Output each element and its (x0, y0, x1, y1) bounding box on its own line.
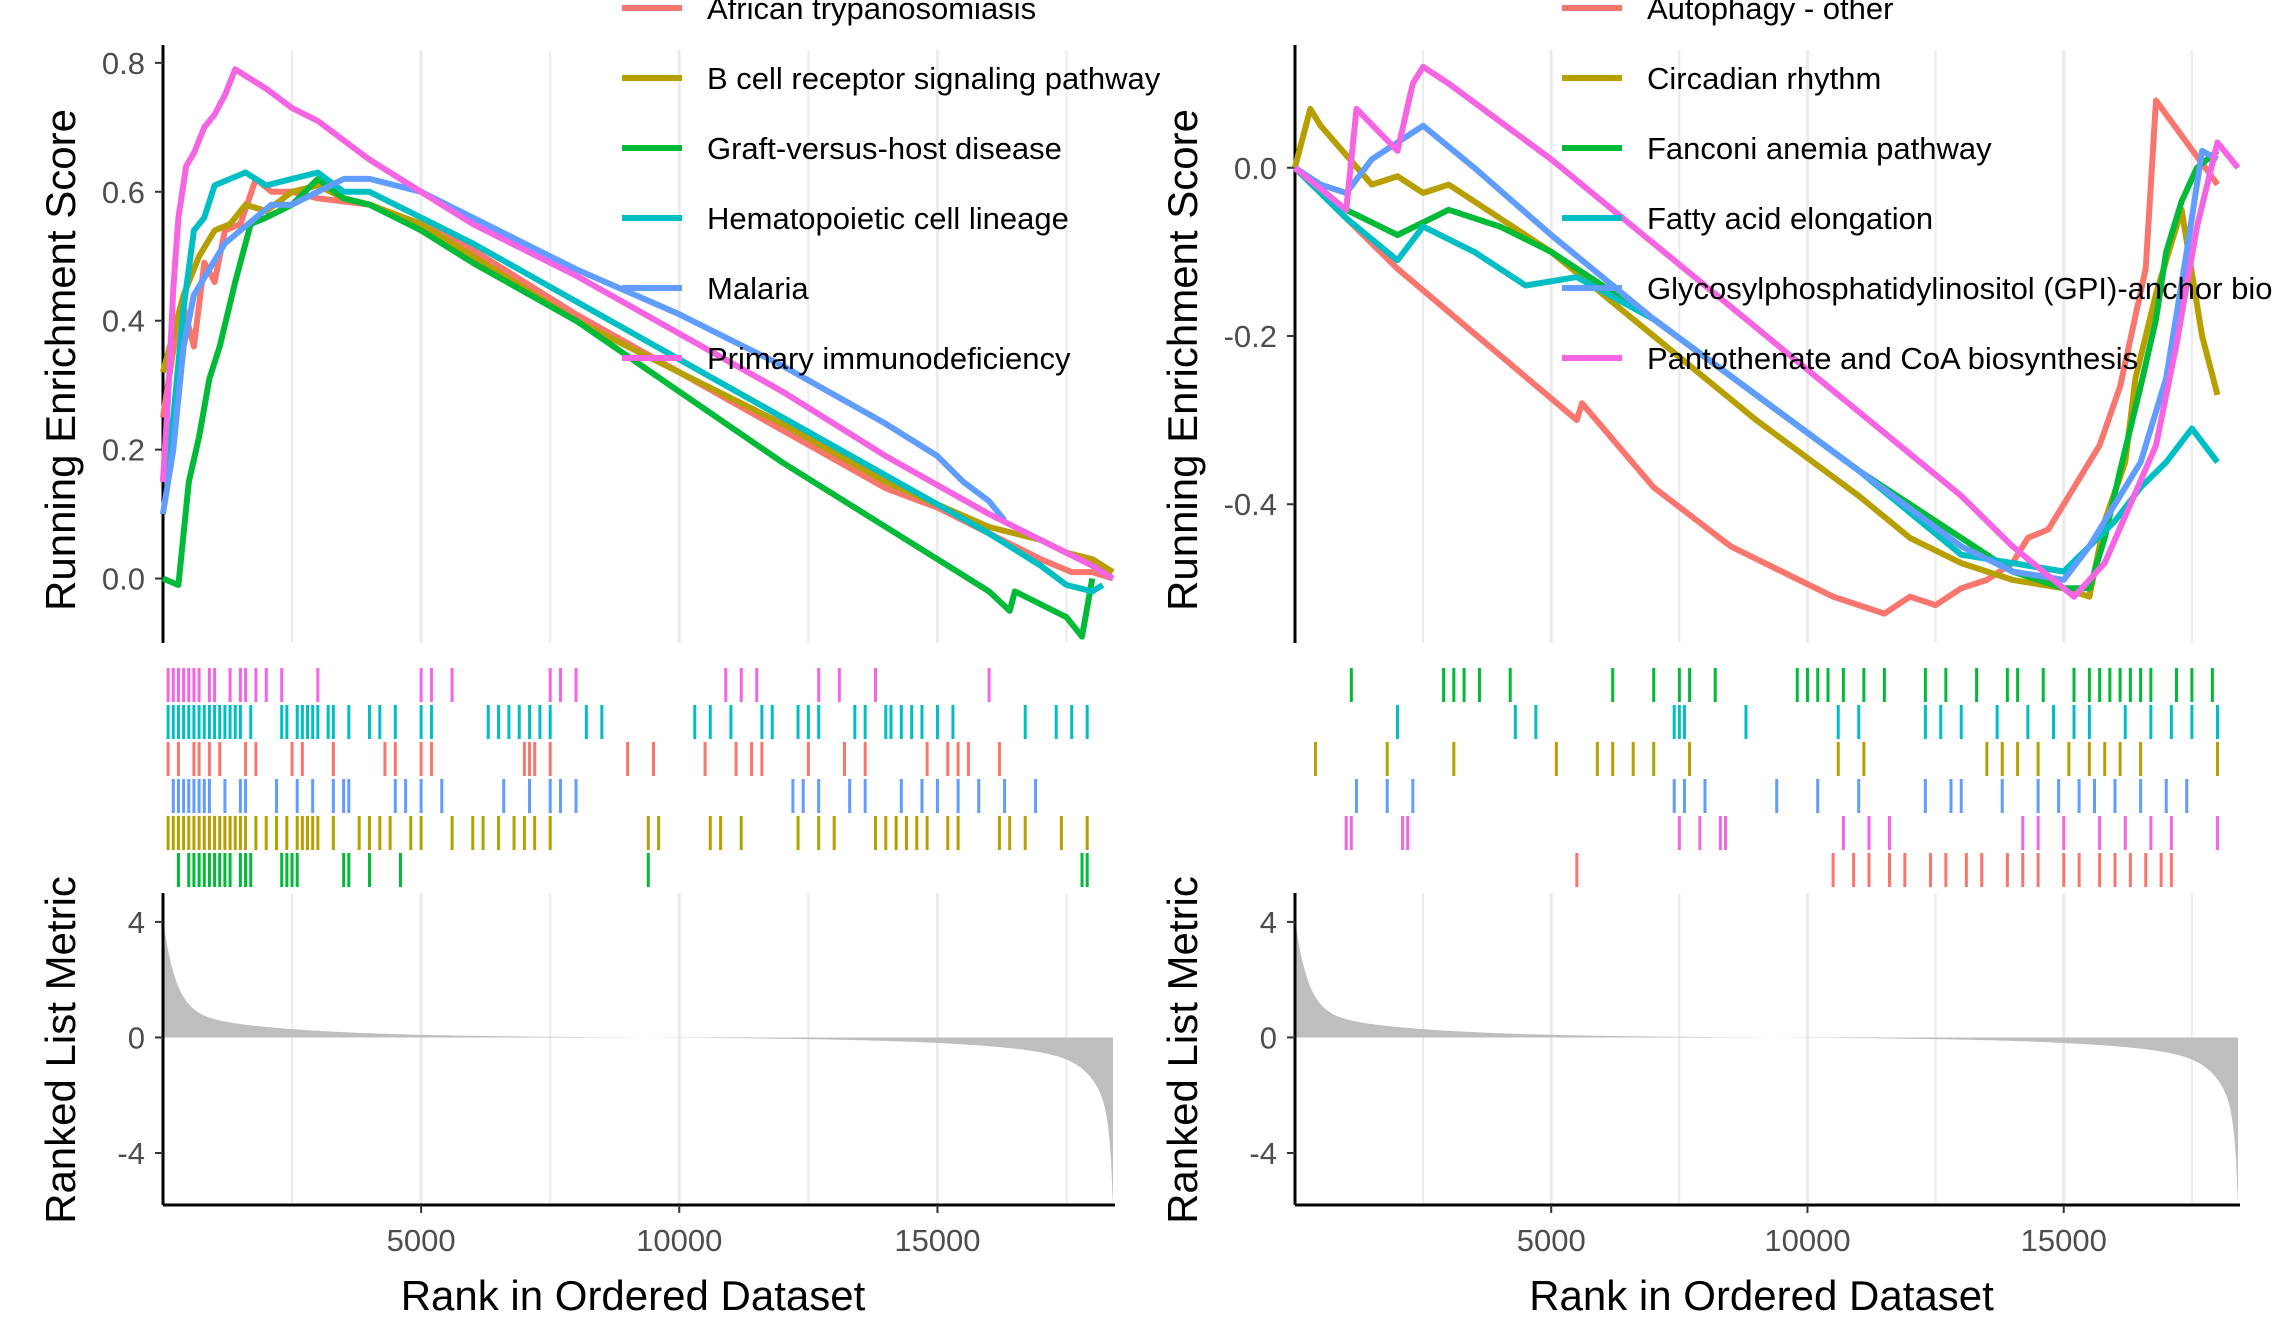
metric-area (1295, 919, 2238, 1205)
x-tick-label: 15000 (894, 1223, 980, 1258)
es-y-tick-label: 0.8 (102, 46, 145, 81)
legend-label: Circadian rhythm (1647, 61, 1881, 96)
legend-label: Graft-versus-host disease (707, 131, 1062, 166)
es-y-tick-label: 0.2 (102, 433, 145, 468)
series-line-5 (1293, 122, 2219, 583)
series-line-2 (1291, 105, 2221, 600)
metric-y-tick-label: -4 (117, 1136, 145, 1171)
series-line-5 (159, 175, 1007, 523)
metric-y-tick-label: 4 (1260, 905, 1277, 940)
legend-label: Malaria (707, 271, 809, 306)
legend-label: Hematopoietic cell lineage (707, 201, 1069, 236)
es-y-axis-title: Running Enrichment Score (1159, 109, 1206, 611)
panel-left: 0.0 0.2 0.4 0.6 0.8 Running Enrichment Score 4… (37, 0, 1161, 1319)
es-y-tick-label: -0.4 (1224, 487, 1277, 522)
legend-label: Fatty acid elongation (1647, 201, 1933, 236)
es-y-axis-title: Running Enrichment Score (37, 109, 84, 611)
metric-y-tick-label: 0 (128, 1020, 145, 1055)
metric-y-tick-label: 4 (128, 905, 145, 940)
es-y-tick-label: 0.0 (102, 562, 145, 597)
legend-label: Pantothenate and CoA biosynthesis (1647, 341, 2138, 376)
metric-y-tick-label: -4 (1249, 1136, 1277, 1171)
x-tick-label: 10000 (636, 1223, 722, 1258)
series-line-6 (159, 66, 1115, 582)
series-line-6 (1292, 63, 2241, 600)
es-y-tick-label: -0.2 (1224, 319, 1277, 354)
series-line-2 (160, 182, 1115, 575)
es-y-tick-label: 0.4 (102, 304, 145, 339)
x-axis-title: Rank in Ordered Dataset (1529, 1272, 1994, 1319)
metric-y-axis-title: Ranked List Metric (1159, 876, 1206, 1224)
es-y-tick-label: 0.6 (102, 175, 145, 210)
legend-label: Glycosylphosphatidylinositol (GPI)-ancho… (1647, 271, 2273, 306)
series-line-1 (1292, 97, 2220, 617)
series-line-4 (159, 169, 1105, 595)
legend-label: Primary immunodeficiency (707, 341, 1071, 376)
panel-right: 0.0 -0.2 -0.4 Running Enrichment Score 4 0 -4 R… (1159, 0, 2273, 1319)
metric-y-tick-label: 0 (1260, 1020, 1277, 1055)
x-tick-label: 10000 (1764, 1223, 1850, 1258)
x-tick-label: 15000 (2021, 1223, 2107, 1258)
x-tick-label: 5000 (1517, 1223, 1586, 1258)
metric-y-axis-title: Ranked List Metric (37, 876, 84, 1224)
series-line-3 (161, 175, 1096, 640)
es-y-tick-label: 0.0 (1234, 151, 1277, 186)
x-axis-title: Rank in Ordered Dataset (401, 1272, 866, 1319)
legend-label: African trypanosomiasis (707, 0, 1036, 26)
legend-label: Fanconi anemia pathway (1647, 131, 1992, 166)
legend-label: B cell receptor signaling pathway (707, 61, 1161, 96)
legend-label: Autophagy - other (1647, 0, 1893, 26)
series-line-3 (1292, 148, 2220, 592)
x-tick-label: 5000 (387, 1223, 456, 1258)
metric-area (163, 919, 1113, 1205)
